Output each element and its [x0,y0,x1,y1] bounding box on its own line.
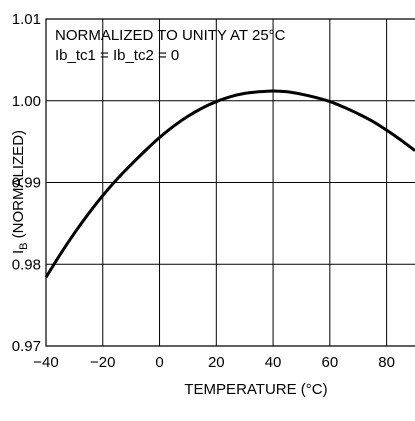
y-axis-label-main: I [10,250,27,254]
y-tick-labels: 0.97 0.98 0.99 1.00 1.01 [12,11,41,355]
x-axis-label: TEMPERATURE (°C) [184,381,327,398]
y-tick-label: 0.98 [12,256,41,273]
axis-frame [45,18,415,347]
data-series [44,89,415,279]
y-tick-label: 1.00 [12,93,41,110]
x-tick-label: −40 [33,354,58,371]
y-axis-label-sub: B [18,242,30,249]
plot-frame [45,18,415,347]
grid-lines [46,19,415,346]
y-tick-label: 1.01 [12,11,41,28]
x-tick-labels: −40 −20 0 20 40 60 80 [33,354,395,371]
annotation-line-1: NORMALIZED TO UNITY AT 25°C [55,27,286,44]
series-line [44,89,415,279]
x-tick-label: −20 [90,354,115,371]
x-tick-label: 20 [208,354,225,371]
x-tick-label: 80 [378,354,395,371]
y-axis-label-rest: (NORMALIZED) [10,130,27,243]
annotation-line-2: Ib_tc1 = Ib_tc2 = 0 [55,47,179,64]
x-tick-label: 40 [265,354,282,371]
x-tick-label: 0 [155,354,163,371]
y-tick-label: 0.97 [12,338,41,355]
x-tick-label: 60 [322,354,339,371]
y-axis-label: IB (NORMALIZED) [10,130,30,254]
y-tick-label: 0.99 [12,175,41,192]
